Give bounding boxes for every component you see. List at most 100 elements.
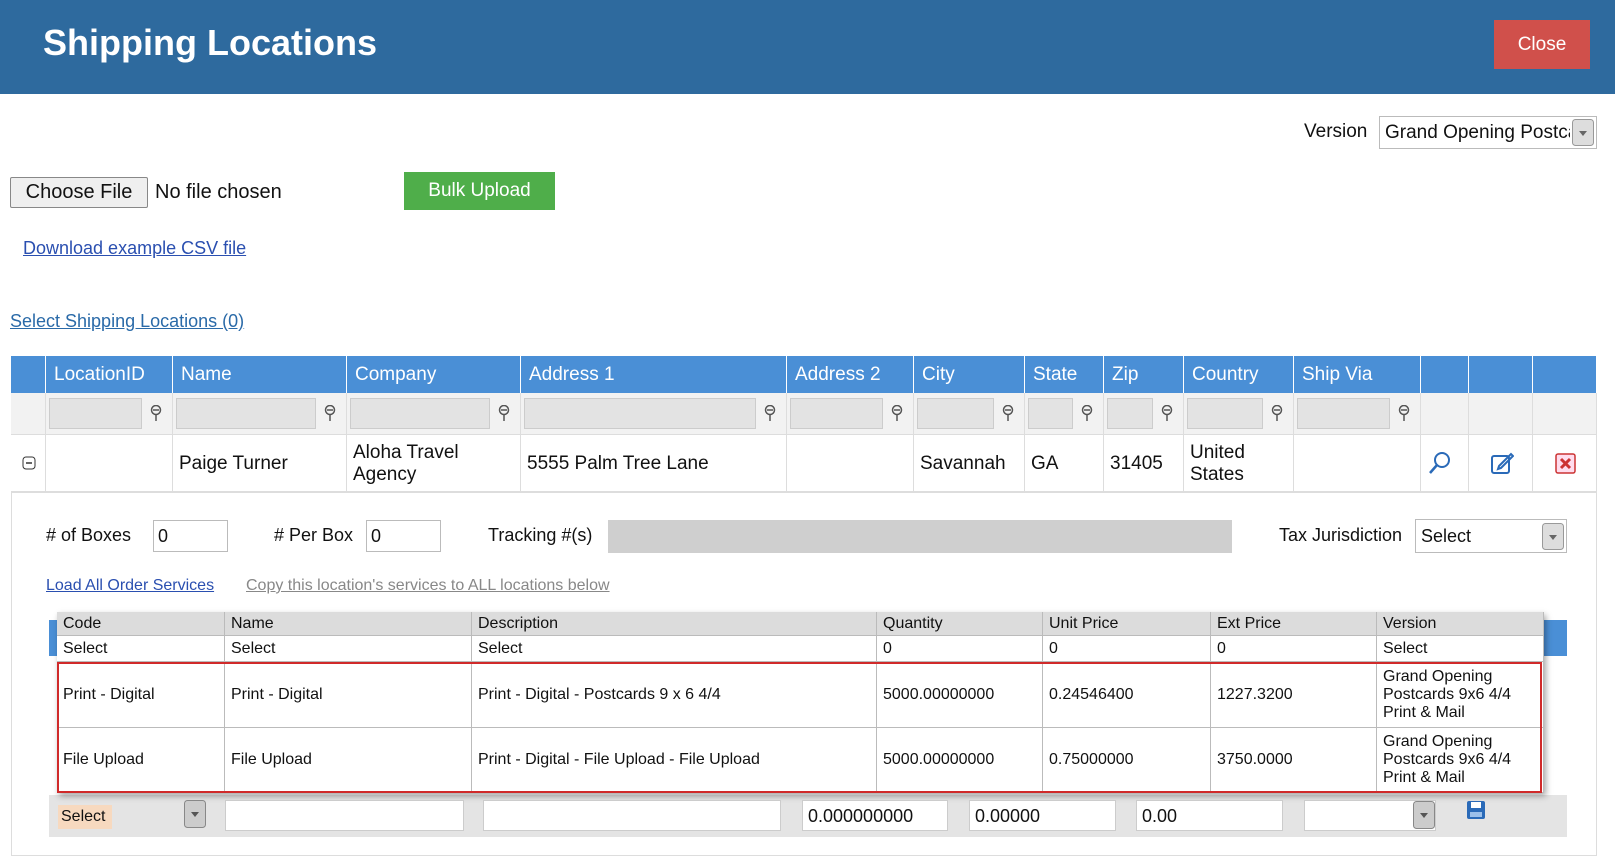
filter-icon[interactable] (763, 404, 777, 427)
select-locations-link[interactable]: Select Shipping Locations (0) (10, 311, 245, 331)
row-cell (914, 435, 1025, 492)
tracking-label: Tracking #(s) (488, 525, 593, 545)
close-button[interactable]: Close (1494, 20, 1590, 69)
filter-icon-graphic (764, 404, 776, 421)
service-cell: 0 (1211, 636, 1377, 662)
service-column-header: Description (472, 612, 877, 636)
filter-cell (1469, 393, 1533, 435)
tax-value: Select (1421, 526, 1472, 546)
new-ext-price-input[interactable]: 0.00 (1136, 800, 1283, 831)
dropdown-arrow (1572, 119, 1594, 146)
filter-input[interactable] (350, 398, 490, 429)
service-column-header: Version (1377, 612, 1544, 636)
column-header: Ship Via (1294, 356, 1421, 393)
filter-input[interactable] (49, 398, 142, 429)
row-cell (1533, 435, 1597, 492)
copy-services-link[interactable]: Copy this location's services to ALL loc… (246, 577, 610, 594)
service-column-header: Name (225, 612, 472, 636)
new-quantity-input[interactable]: 0.000000000 (802, 800, 948, 831)
filter-input[interactable] (1187, 398, 1263, 429)
column-header: State (1025, 356, 1104, 393)
filter-input[interactable] (1297, 398, 1390, 429)
filter-cell (1533, 393, 1597, 435)
load-services-link[interactable]: Load All Order Services (46, 577, 215, 594)
filter-icon[interactable] (1080, 404, 1094, 427)
filter-input[interactable] (1107, 398, 1153, 429)
column-header (1533, 356, 1597, 393)
service-cell: 5000.00000000 (877, 662, 1043, 728)
new-code-select[interactable]: Select (58, 805, 112, 829)
service-cell: Print - Digital (225, 662, 472, 728)
column-header: LocationID (46, 356, 173, 393)
delete-icon[interactable] (1555, 453, 1577, 480)
dropdown-arrow-graphic (1413, 801, 1435, 829)
save-icon-graphic (1467, 801, 1485, 819)
version-label: Version (1304, 121, 1368, 142)
header-bar (0, 0, 1615, 94)
column-header: City (914, 356, 1025, 393)
row-cell (1104, 435, 1184, 492)
new-unit-price-input[interactable]: 0.00000 (969, 800, 1116, 831)
dropdown-arrow-graphic (184, 800, 206, 828)
filter-input[interactable] (917, 398, 994, 429)
boxes-input[interactable]: 0 (153, 520, 228, 552)
row-cell (1469, 435, 1533, 492)
services-popup (57, 612, 1544, 793)
filter-icon[interactable] (149, 404, 163, 427)
filter-icon-graphic (1398, 404, 1410, 421)
filter-input[interactable] (1028, 398, 1073, 429)
choose-file-button[interactable]: Choose File (10, 177, 148, 208)
service-cell: Print - Digital - Postcards 9 x 6 4/4 (472, 662, 877, 728)
filter-icon-graphic (891, 404, 903, 421)
filter-input[interactable] (524, 398, 756, 429)
filter-icon[interactable] (1270, 404, 1284, 427)
bulk-upload-button[interactable]: Bulk Upload (404, 172, 555, 210)
row-cell (521, 435, 787, 492)
file-status: No file chosen (155, 181, 282, 203)
delete-icon-graphic (1555, 453, 1576, 474)
view-icon-graphic (1429, 452, 1450, 474)
filter-icon[interactable] (1001, 404, 1015, 427)
location-country: United States (1190, 441, 1245, 485)
new-description-input[interactable] (483, 800, 781, 831)
version-value: Grand Opening Postca (1385, 122, 1570, 143)
dialog-title: Shipping Locations (43, 22, 377, 63)
location-name: Paige Turner (179, 452, 288, 474)
service-cell: Grand Opening Postcards 9x6 4/4 Print & … (1377, 662, 1544, 728)
location-state: GA (1031, 452, 1059, 474)
service-cell: 0.24546400 (1043, 662, 1211, 728)
column-header: Address 2 (787, 356, 914, 393)
filter-icon[interactable] (323, 404, 337, 427)
row-cell (46, 435, 173, 492)
column-header (1469, 356, 1533, 393)
column-header: Company (347, 356, 521, 393)
dropdown-arrow[interactable] (184, 800, 206, 833)
filter-input[interactable] (790, 398, 883, 429)
service-cell: Select (472, 636, 877, 662)
download-link[interactable]: Download example CSV file (23, 238, 247, 258)
filter-icon[interactable] (1160, 404, 1174, 427)
collapse-icon-graphic (22, 456, 36, 470)
filter-input[interactable] (176, 398, 316, 429)
row-cell (1025, 435, 1104, 492)
filter-icon-graphic (1081, 404, 1093, 421)
edit-icon[interactable] (1490, 451, 1515, 480)
highlight-box (57, 662, 1542, 793)
filter-icon-graphic (1002, 404, 1014, 421)
version-select[interactable]: Grand Opening Postca (1379, 116, 1597, 149)
view-icon[interactable] (1428, 451, 1452, 480)
dropdown-arrow[interactable] (1413, 801, 1435, 834)
per-box-input[interactable]: 0 (366, 520, 441, 552)
filter-icon[interactable] (890, 404, 904, 427)
collapse-icon[interactable] (22, 456, 36, 475)
service-cell: Print - Digital (57, 662, 225, 728)
tax-select[interactable]: Select (1415, 519, 1567, 553)
new-name-input[interactable] (225, 800, 464, 831)
filter-icon[interactable] (497, 404, 511, 427)
filter-icon[interactable] (1397, 404, 1411, 427)
column-header: Zip (1104, 356, 1184, 393)
save-icon[interactable] (1466, 800, 1486, 825)
